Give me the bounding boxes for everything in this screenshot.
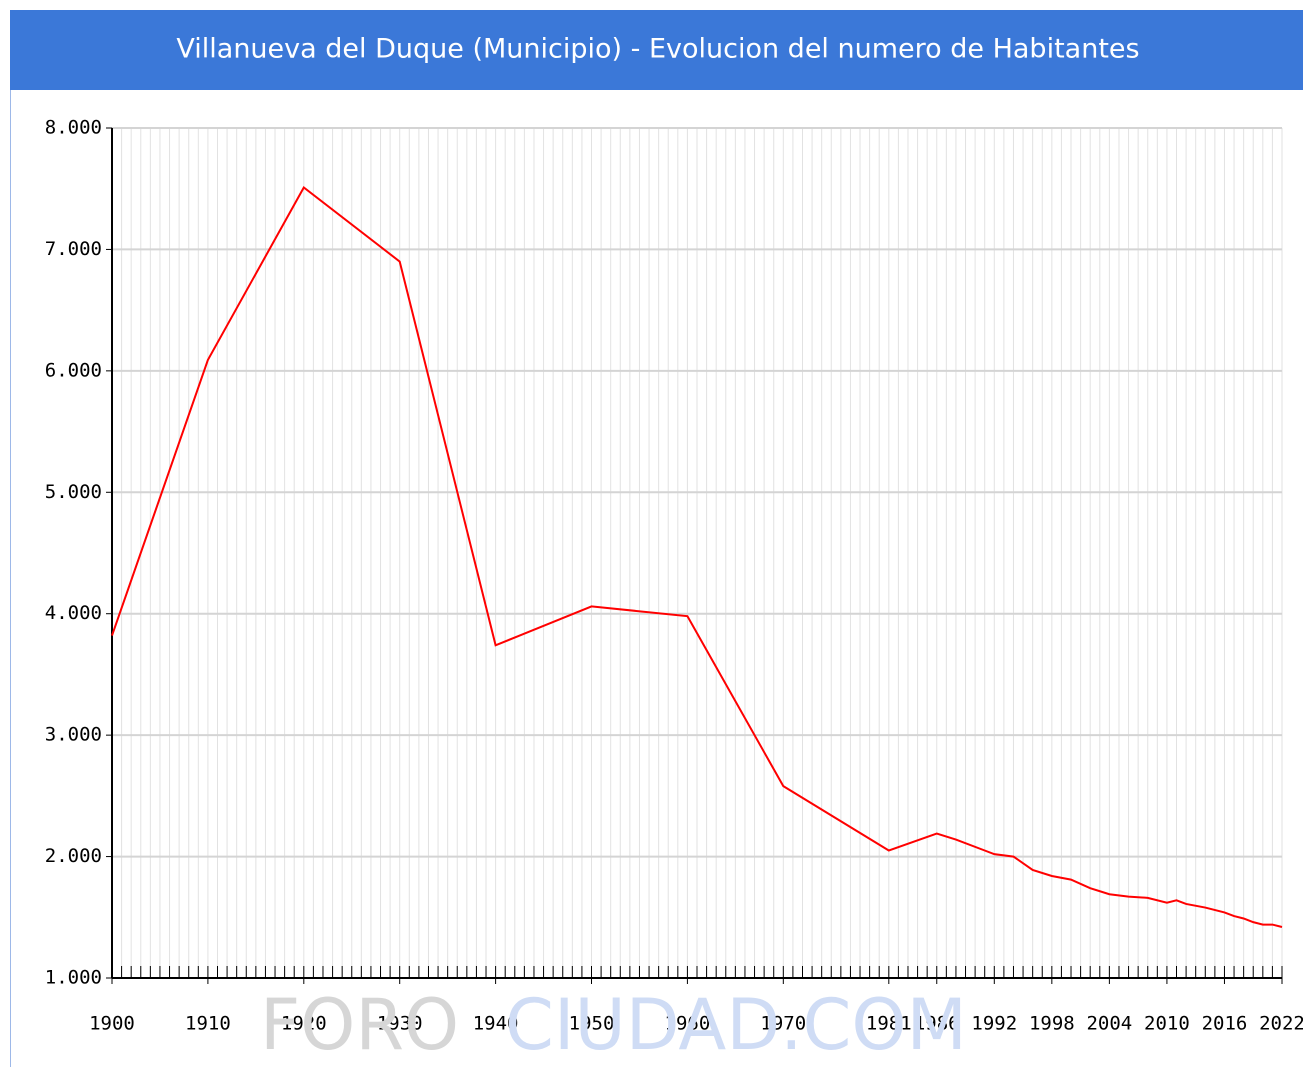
x-tick-label: 1900 [89,1013,135,1035]
y-tick-label: 7.000 [45,238,102,260]
watermark: FORO [260,984,459,1066]
x-tick-label: 1950 [569,1013,615,1035]
x-tick-label: 2010 [1144,1013,1190,1035]
y-tick-label: 2.000 [45,845,102,867]
x-tick-label: 2004 [1086,1013,1132,1035]
x-tick-label: 2022 [1259,1013,1303,1035]
y-tick-label: 3.000 [45,724,102,746]
x-tick-label: 1940 [473,1013,519,1035]
x-tick-label: 1930 [377,1013,423,1035]
x-tick-label: 1998 [1029,1013,1075,1035]
x-tick-label: 1920 [281,1013,327,1035]
x-tick-label: 2016 [1202,1013,1248,1035]
y-tick-label: 6.000 [45,359,102,381]
y-tick-label: 4.000 [45,602,102,624]
x-tick-label: 1981 [866,1013,912,1035]
x-tick-label: 1960 [665,1013,711,1035]
data-line [111,185,1283,928]
x-tick-label: 1992 [971,1013,1017,1035]
chart-title: Villanueva del Duque (Municipio) - Evolu… [176,34,1139,65]
x-tick-label: 1970 [760,1013,806,1035]
y-tick-label: 5.000 [45,481,102,503]
y-tick-label: 1.000 [45,967,102,989]
title-bar [10,10,1303,90]
x-tick-label: 1910 [185,1013,231,1035]
y-tick-label: 8.000 [45,117,102,139]
x-tick-label: 1986 [914,1013,960,1035]
watermark: CIUDAD.COM [505,984,967,1066]
